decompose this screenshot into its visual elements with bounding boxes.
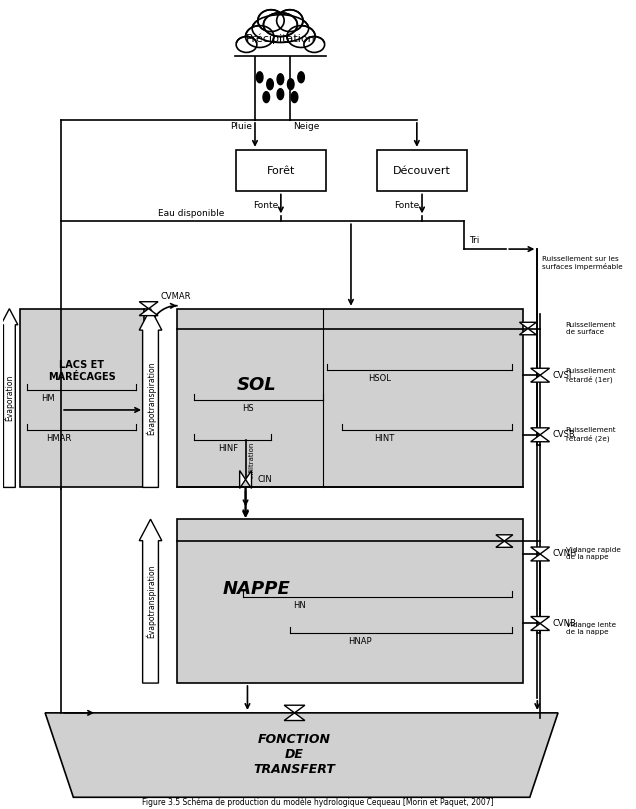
Text: Fonte: Fonte [252,201,278,210]
Ellipse shape [277,10,303,32]
Text: HNAP: HNAP [349,637,372,646]
Text: FONCTION
DE
TRANSFERT: FONCTION DE TRANSFERT [254,733,335,776]
Ellipse shape [277,89,284,100]
Polygon shape [530,624,550,630]
Polygon shape [496,541,513,548]
Bar [20,309,144,488]
Text: HN: HN [293,600,305,610]
Text: Ruissellement
retardé (2e): Ruissellement retardé (2e) [565,427,616,443]
Text: NAPPE: NAPPE [223,580,291,598]
Ellipse shape [298,72,305,83]
Bar [377,150,467,192]
Text: Vidange lente
de la nappe: Vidange lente de la nappe [565,622,616,635]
Text: Évapotranspiration: Évapotranspiration [145,565,156,637]
Text: Neige: Neige [293,122,319,131]
Polygon shape [530,375,550,382]
Text: Forêt: Forêt [266,166,295,176]
Text: SOL: SOL [237,376,277,394]
Text: Pluie: Pluie [230,122,252,131]
Bar [177,309,523,488]
Polygon shape [520,322,536,328]
Text: Évapotranspiration: Évapotranspiration [145,362,156,434]
Polygon shape [139,519,162,683]
Ellipse shape [236,36,257,53]
Polygon shape [530,368,550,375]
Polygon shape [139,309,162,488]
Polygon shape [139,302,158,309]
Text: Figure 3.5 Schéma de production du modèle hydrologique Cequeau [Morin et Paquet,: Figure 3.5 Schéma de production du modèl… [142,798,494,807]
Text: HM: HM [41,394,55,403]
Text: Évaporation: Évaporation [4,375,15,421]
Bar [235,43,326,57]
Text: HINT: HINT [374,434,394,443]
Polygon shape [240,471,245,489]
Polygon shape [530,434,550,442]
Ellipse shape [252,15,308,43]
Text: CIN: CIN [258,475,273,484]
Ellipse shape [256,72,263,83]
Polygon shape [520,328,536,335]
Text: Ruissellement
retardé (1er): Ruissellement retardé (1er) [565,368,616,383]
Ellipse shape [245,26,274,48]
Text: HSOL: HSOL [368,375,391,383]
Text: CVNB: CVNB [552,619,576,628]
Text: HS: HS [242,404,253,413]
Polygon shape [1,309,18,488]
Text: HINF: HINF [219,443,238,453]
Polygon shape [139,309,158,316]
Text: Ruissellement
de surface: Ruissellement de surface [565,322,616,335]
Text: HMAR: HMAR [46,434,72,443]
Polygon shape [284,713,305,721]
Ellipse shape [287,78,294,90]
Text: Découvert: Découvert [393,166,451,176]
Ellipse shape [263,13,298,36]
Text: Précipitation: Précipitation [245,33,315,44]
Ellipse shape [263,91,270,103]
Ellipse shape [304,36,324,53]
Ellipse shape [287,26,315,48]
Polygon shape [530,428,550,434]
Polygon shape [45,713,558,798]
Ellipse shape [266,78,273,90]
Text: CVSB: CVSB [552,430,575,439]
Ellipse shape [258,10,284,32]
Bar [177,519,523,683]
Ellipse shape [291,91,298,103]
Text: CVMAR: CVMAR [161,292,191,301]
Text: infiltration: infiltration [249,442,254,478]
Text: Ruissellement sur les
surfaces imperméable: Ruissellement sur les surfaces imperméab… [542,256,623,270]
Text: Vidange rapide
de la nappe: Vidange rapide de la nappe [565,548,620,561]
Text: LACS ET
MARÉCAGES: LACS ET MARÉCAGES [48,361,116,382]
Text: Fonte: Fonte [394,201,419,210]
Text: CVNH: CVNH [552,549,577,558]
Polygon shape [530,616,550,624]
Polygon shape [245,471,251,489]
Polygon shape [530,554,550,561]
Text: Tri: Tri [469,236,479,245]
FancyBboxPatch shape [233,36,328,58]
Ellipse shape [277,74,284,85]
Bar [236,150,326,192]
Polygon shape [496,535,513,541]
Text: Eau disponible: Eau disponible [158,210,224,218]
Polygon shape [284,705,305,713]
Text: CVSI: CVSI [552,371,572,379]
Polygon shape [530,547,550,554]
